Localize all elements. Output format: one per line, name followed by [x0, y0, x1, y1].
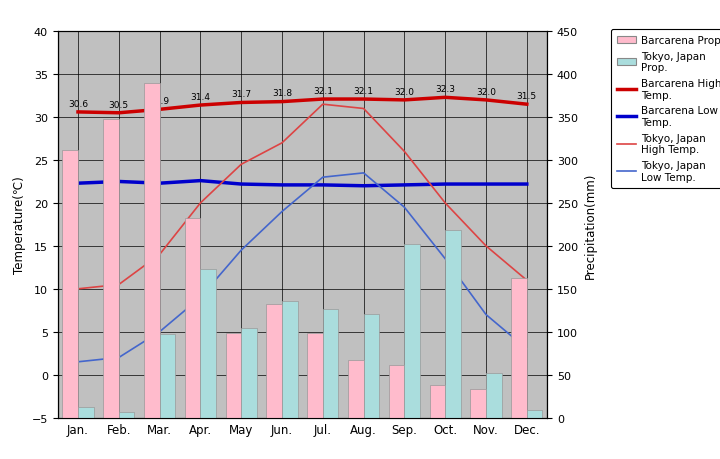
Text: 31.7: 31.7: [231, 90, 251, 99]
Bar: [470, 389, 486, 418]
Bar: [364, 314, 379, 418]
Bar: [430, 385, 445, 418]
Bar: [78, 408, 94, 418]
Y-axis label: Precipitation(mm): Precipitation(mm): [584, 172, 597, 278]
Bar: [307, 334, 323, 418]
Text: 32.0: 32.0: [476, 88, 496, 96]
Text: 30.6: 30.6: [68, 100, 88, 108]
Bar: [486, 373, 502, 418]
Bar: [282, 301, 297, 418]
Text: 32.3: 32.3: [435, 85, 455, 94]
Text: 31.8: 31.8: [272, 89, 292, 98]
Text: 31.5: 31.5: [517, 92, 537, 101]
Bar: [185, 219, 200, 418]
Bar: [527, 410, 542, 418]
Text: 30.5: 30.5: [109, 101, 129, 109]
Text: 30.9: 30.9: [150, 97, 170, 106]
Bar: [511, 279, 527, 418]
Bar: [160, 335, 175, 418]
Bar: [389, 365, 405, 418]
Text: 32.1: 32.1: [354, 87, 374, 95]
Bar: [103, 119, 119, 418]
Text: 32.1: 32.1: [312, 87, 333, 95]
Y-axis label: Temperature(℃): Temperature(℃): [13, 176, 26, 274]
Bar: [348, 360, 364, 418]
Bar: [225, 334, 241, 418]
Text: 31.4: 31.4: [190, 93, 210, 101]
Bar: [241, 329, 257, 418]
Bar: [266, 305, 282, 418]
Bar: [63, 151, 78, 418]
Bar: [200, 269, 216, 418]
Legend: Barcarena Prop., Tokyo, Japan
Prop., Barcarena High
Temp., Barcarena Low
Temp., : Barcarena Prop., Tokyo, Japan Prop., Bar…: [611, 30, 720, 188]
Bar: [119, 412, 135, 418]
Bar: [144, 84, 160, 418]
Bar: [323, 309, 338, 418]
Bar: [405, 245, 420, 418]
Bar: [445, 230, 461, 418]
Text: 32.0: 32.0: [395, 88, 415, 96]
